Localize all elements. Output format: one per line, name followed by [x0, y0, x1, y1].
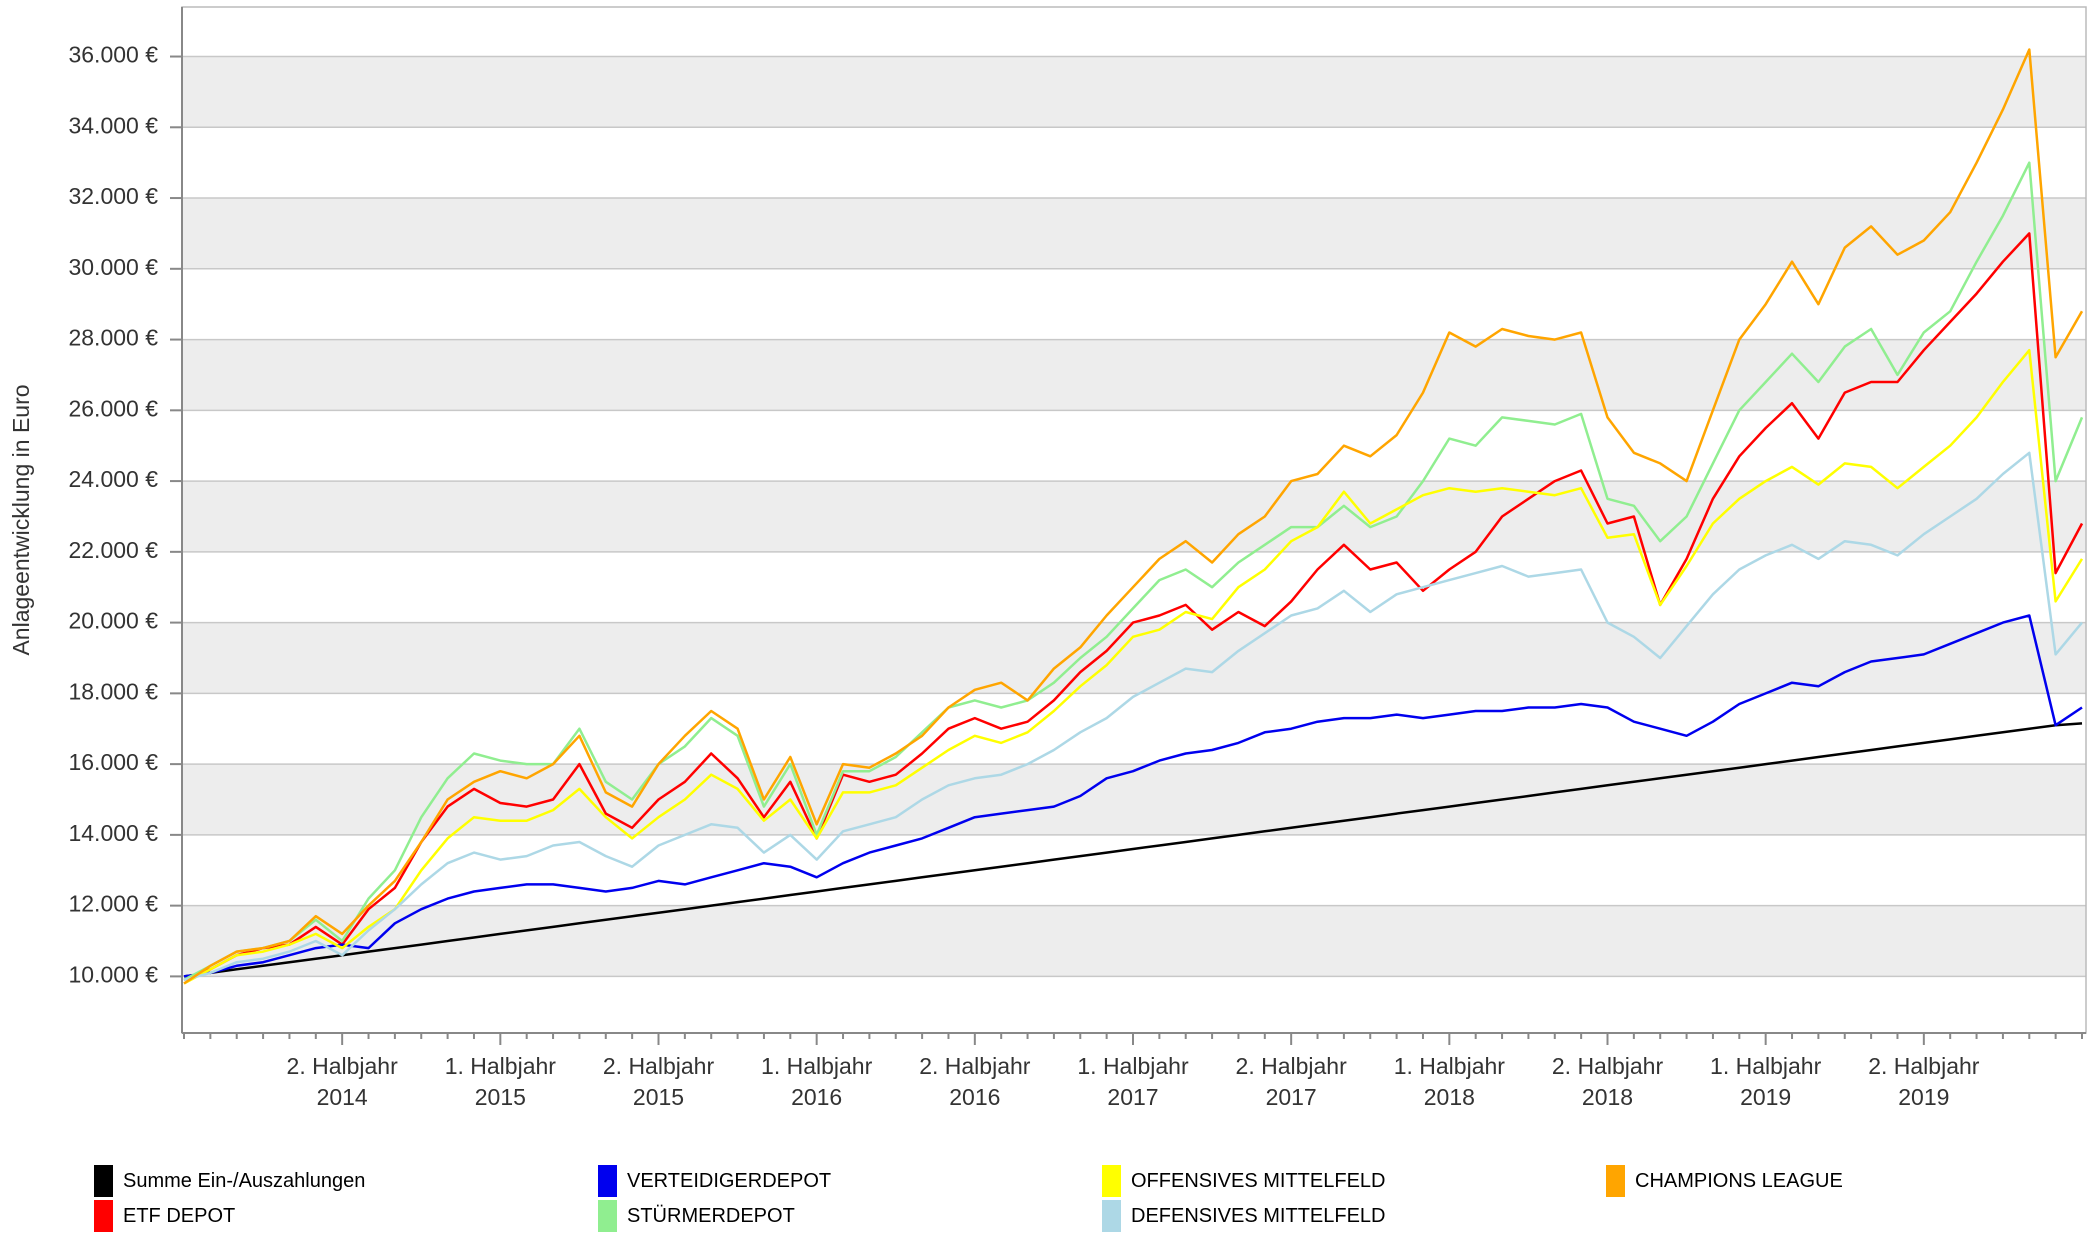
x-tick-label: 1. Halbjahr 2017	[1077, 1053, 1189, 1110]
y-tick-label: 28.000 €	[68, 325, 158, 351]
x-tick-label: 1. Halbjahr 2019	[1710, 1053, 1822, 1110]
legend-item: Summe Ein-/Auszahlungen	[94, 1165, 365, 1197]
grid-band	[182, 905, 2086, 977]
y-tick-label: 18.000 €	[68, 678, 158, 704]
grid-band	[182, 481, 2086, 552]
legend-swatch	[1102, 1165, 1121, 1197]
legend-label: OFFENSIVES MITTELFELD	[1131, 1169, 1386, 1192]
legend-label: Summe Ein-/Auszahlungen	[123, 1169, 366, 1192]
y-axis-label: Anlageentwicklung in Euro	[8, 384, 34, 655]
y-tick-label: 32.000 €	[68, 183, 158, 209]
legend-swatch	[94, 1200, 113, 1232]
series-line	[183, 161, 2084, 982]
y-tick-label: 14.000 €	[68, 820, 158, 846]
series-line	[183, 48, 2084, 985]
legend-swatch	[1606, 1165, 1625, 1197]
legend-label: VERTEIDIGERDEPOT	[627, 1169, 832, 1192]
grid-band	[182, 339, 2086, 411]
grid-band	[182, 764, 2086, 835]
legend-swatch	[598, 1165, 617, 1197]
y-tick-label: 22.000 €	[68, 537, 158, 563]
grid-band	[182, 198, 2086, 269]
series-line	[183, 232, 2084, 982]
grid-band	[182, 56, 2086, 128]
series-line	[183, 348, 2084, 985]
legend-item: DEFENSIVES MITTELFELD	[1102, 1200, 1386, 1232]
legend-swatch	[94, 1165, 113, 1197]
x-tick-label: 2. Halbjahr 2015	[602, 1053, 715, 1110]
grid-band	[182, 622, 2086, 694]
x-tick-label: 2. Halbjahr 2017	[1235, 1053, 1347, 1110]
x-tick-label: 2. Halbjahr 2014	[286, 1053, 398, 1110]
legend-item: CHAMPIONS LEAGUE	[1606, 1165, 1843, 1197]
legend-label: CHAMPIONS LEAGUE	[1635, 1169, 1843, 1192]
y-tick-label: 36.000 €	[68, 42, 158, 68]
series-line	[183, 722, 2083, 978]
legend-label: DEFENSIVES MITTELFELD	[1131, 1204, 1386, 1227]
y-tick-label: 20.000 €	[68, 608, 158, 634]
legend-item: ETF DEPOT	[94, 1200, 235, 1232]
y-tick-label: 26.000 €	[68, 395, 158, 421]
y-tick-label: 12.000 €	[68, 891, 158, 917]
y-tick-label: 24.000 €	[68, 466, 158, 492]
x-tick-label: 1. Halbjahr 2018	[1393, 1053, 1505, 1110]
series-line	[183, 451, 2083, 982]
legend-swatch	[1102, 1200, 1121, 1232]
x-tick-label: 2. Halbjahr 2016	[919, 1053, 1031, 1110]
y-tick-label: 10.000 €	[68, 961, 158, 987]
y-tick-label: 30.000 €	[68, 254, 158, 280]
x-tick-label: 2. Halbjahr 2018	[1551, 1053, 1664, 1110]
legend-item: VERTEIDIGERDEPOT	[598, 1165, 831, 1197]
legend-label: STÜRMERDEPOT	[627, 1204, 795, 1227]
x-tick-label: 1. Halbjahr 2016	[761, 1053, 873, 1110]
series-line	[183, 614, 2083, 978]
legend-item: OFFENSIVES MITTELFELD	[1102, 1165, 1385, 1197]
legend-swatch	[598, 1200, 617, 1232]
y-tick-label: 34.000 €	[68, 112, 158, 138]
legend-label: ETF DEPOT	[123, 1204, 236, 1227]
x-tick-label: 2. Halbjahr 2019	[1868, 1053, 1980, 1110]
x-tick-label: 1. Halbjahr 2015	[444, 1053, 556, 1110]
legend-item: STÜRMERDEPOT	[598, 1200, 795, 1232]
y-tick-label: 16.000 €	[68, 749, 158, 775]
